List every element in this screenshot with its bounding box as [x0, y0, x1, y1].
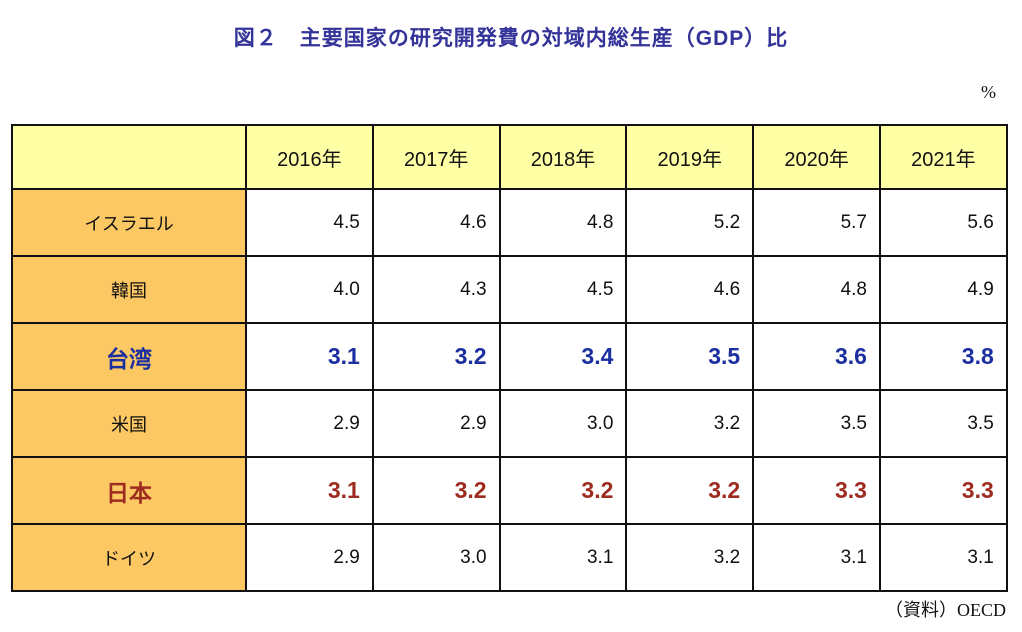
table-cell: 2.9 — [245, 523, 374, 592]
column-header-2018: 2018年 — [498, 124, 628, 190]
table-cell: 3.2 — [371, 456, 501, 525]
table-row-japan: 日本 3.1 3.2 3.2 3.2 3.3 3.3 — [11, 456, 1008, 525]
table-cell: 4.3 — [371, 255, 501, 324]
column-header-2016: 2016年 — [245, 124, 374, 190]
table-cell: 3.1 — [752, 523, 881, 592]
figure-title: 図２ 主要国家の研究開発費の対域内総生産（GDP）比 — [233, 27, 789, 50]
table-cell: 3.6 — [752, 322, 881, 391]
table-cell: 4.9 — [878, 255, 1008, 324]
column-header-2021: 2021年 — [878, 124, 1008, 190]
column-header-2020: 2020年 — [752, 124, 881, 190]
table-row-usa: 米国 2.9 2.9 3.0 3.2 3.5 3.5 — [11, 389, 1008, 458]
table-cell: 2.9 — [245, 389, 374, 458]
table-cell: 5.7 — [752, 188, 881, 257]
row-label-israel: イスラエル — [11, 188, 247, 257]
rd-gdp-ratio-table: 2016年 2017年 2018年 2019年 2020年 2021年 イスラエ… — [11, 124, 1008, 592]
table-cell: 4.8 — [752, 255, 881, 324]
table-cell: 5.6 — [878, 188, 1008, 257]
table-cell: 3.2 — [625, 523, 755, 592]
column-header-2017: 2017年 — [371, 124, 501, 190]
corner-cell — [11, 124, 247, 190]
table-cell: 3.1 — [245, 456, 374, 525]
table-cell: 3.8 — [878, 322, 1008, 391]
source-label: （資料）OECD — [885, 600, 1006, 620]
row-label-taiwan: 台湾 — [11, 322, 247, 391]
table-row-germany: ドイツ 2.9 3.0 3.1 3.2 3.1 3.1 — [11, 523, 1008, 592]
table-cell: 3.2 — [625, 389, 755, 458]
table-cell: 3.0 — [371, 523, 501, 592]
table-cell: 3.0 — [498, 389, 628, 458]
table-cell: 3.2 — [498, 456, 628, 525]
row-label-germany: ドイツ — [11, 523, 247, 592]
table-cell: 3.4 — [498, 322, 628, 391]
unit-label: % — [981, 82, 996, 102]
row-label-korea: 韓国 — [11, 255, 247, 324]
table-header-row: 2016年 2017年 2018年 2019年 2020年 2021年 — [11, 124, 1008, 190]
table-row-korea: 韓国 4.0 4.3 4.5 4.6 4.8 4.9 — [11, 255, 1008, 324]
table-cell: 3.2 — [625, 456, 755, 525]
column-header-2019: 2019年 — [625, 124, 755, 190]
table-cell: 4.5 — [245, 188, 374, 257]
table-cell: 3.5 — [625, 322, 755, 391]
table-cell: 4.5 — [498, 255, 628, 324]
table-cell: 3.2 — [371, 322, 501, 391]
table-cell: 3.1 — [245, 322, 374, 391]
table-cell: 3.3 — [878, 456, 1008, 525]
table-cell: 3.1 — [498, 523, 628, 592]
table-cell: 2.9 — [371, 389, 501, 458]
table-cell: 5.2 — [625, 188, 755, 257]
table-cell: 3.1 — [878, 523, 1008, 592]
table-cell: 3.5 — [752, 389, 881, 458]
table-row-taiwan: 台湾 3.1 3.2 3.4 3.5 3.6 3.8 — [11, 322, 1008, 391]
table-cell: 4.8 — [498, 188, 628, 257]
row-label-japan: 日本 — [11, 456, 247, 525]
table-cell: 4.0 — [245, 255, 374, 324]
table-cell: 4.6 — [625, 255, 755, 324]
table-cell: 4.6 — [371, 188, 501, 257]
table-cell: 3.5 — [878, 389, 1008, 458]
table-cell: 3.3 — [752, 456, 881, 525]
row-label-usa: 米国 — [11, 389, 247, 458]
table-row-israel: イスラエル 4.5 4.6 4.8 5.2 5.7 5.6 — [11, 188, 1008, 257]
